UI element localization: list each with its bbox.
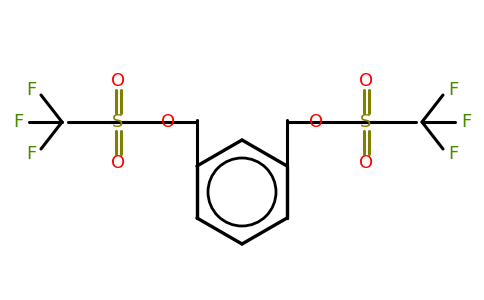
Text: O: O (359, 72, 373, 90)
Text: F: F (26, 81, 36, 99)
Text: O: O (309, 113, 323, 131)
Text: S: S (360, 113, 372, 131)
Text: O: O (359, 154, 373, 172)
Text: F: F (26, 145, 36, 163)
Text: O: O (111, 154, 125, 172)
Text: F: F (461, 113, 471, 131)
Text: S: S (112, 113, 124, 131)
Text: F: F (448, 81, 458, 99)
Text: O: O (111, 72, 125, 90)
Text: F: F (448, 145, 458, 163)
Text: F: F (13, 113, 23, 131)
Text: O: O (161, 113, 175, 131)
